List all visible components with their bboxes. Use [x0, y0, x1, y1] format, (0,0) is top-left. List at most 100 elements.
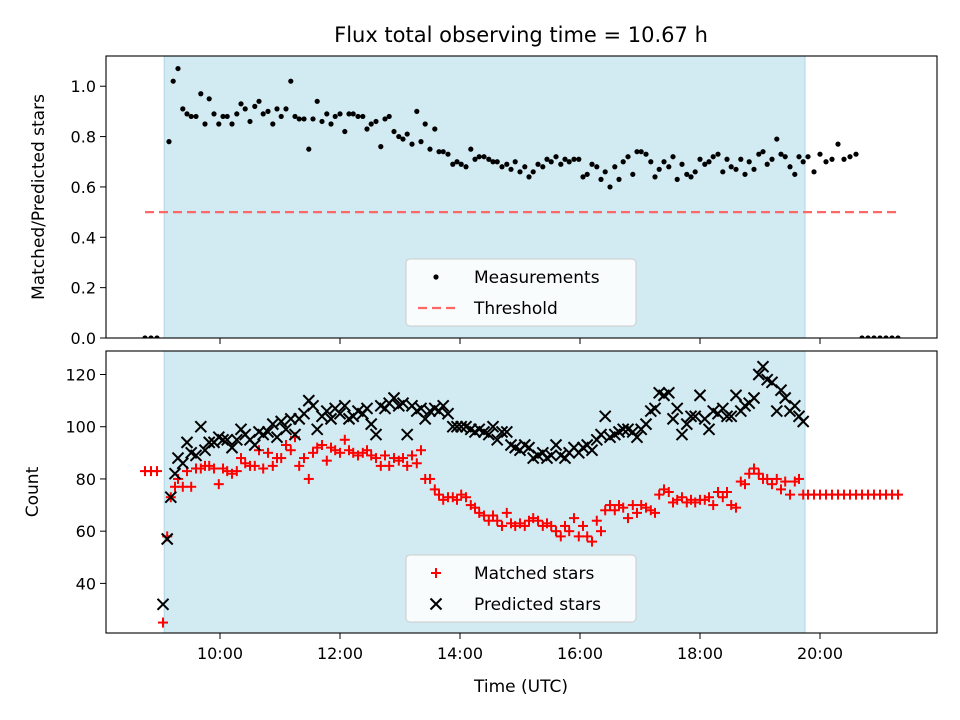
data-point — [796, 415, 810, 428]
data-point — [164, 491, 178, 504]
data-point — [749, 463, 759, 474]
data-point — [670, 402, 684, 415]
data-point — [202, 436, 216, 449]
data-point — [744, 468, 755, 479]
data-point — [591, 515, 602, 526]
legend-label: Threshold — [473, 299, 558, 319]
data-point — [380, 450, 390, 461]
data-point — [296, 116, 302, 122]
data-point — [829, 156, 835, 162]
ratio-panel: 0.0 0.2 0.4 0.6 0.8 1.0 Matched/Predicted star… — [29, 55, 938, 348]
data-point — [609, 505, 620, 516]
data-point — [436, 149, 442, 155]
x-tick-label: 18:00 — [677, 644, 723, 663]
data-point — [170, 78, 176, 84]
legend-box — [405, 258, 637, 327]
data-point — [663, 487, 674, 497]
data-point — [402, 460, 413, 471]
data-point — [482, 428, 496, 441]
data-point — [278, 113, 284, 120]
data-point — [266, 417, 280, 431]
data-point — [360, 113, 366, 120]
data-point — [679, 161, 685, 167]
data-point — [566, 159, 572, 165]
chart-title: Flux total observing time = 10.67 h — [334, 23, 708, 47]
data-point — [396, 397, 410, 410]
data-point — [770, 404, 784, 418]
count-panel: 40 60 80 100 120 10:00 12:00 14:00 16:00 18:00 20:… — [23, 350, 938, 663]
data-point — [416, 445, 426, 456]
data-point — [225, 441, 239, 454]
data-point — [450, 420, 464, 433]
data-point — [688, 174, 694, 180]
data-point — [288, 428, 302, 441]
y-tick-label: 0.6 — [71, 178, 96, 197]
data-point — [495, 425, 509, 439]
data-point — [871, 335, 877, 338]
data-point — [324, 111, 330, 117]
data-point — [895, 335, 901, 338]
data-point — [648, 402, 662, 415]
data-point — [598, 410, 612, 423]
data-point — [355, 113, 361, 120]
data-point — [639, 417, 653, 431]
data-point — [371, 453, 381, 464]
data-point — [600, 505, 611, 516]
data-point — [364, 126, 370, 132]
data-point — [630, 171, 636, 177]
data-point — [148, 335, 154, 338]
data-point — [650, 507, 660, 518]
data-point — [427, 146, 433, 152]
data-point — [616, 176, 622, 182]
data-point — [533, 515, 543, 526]
data-point — [180, 106, 186, 112]
data-point — [697, 156, 703, 162]
data-point — [544, 156, 550, 162]
data-point — [677, 492, 687, 503]
data-point — [746, 159, 752, 165]
data-point — [454, 420, 468, 433]
data-point — [391, 128, 397, 135]
data-point — [530, 169, 536, 175]
legend-label: Predicted stars — [474, 595, 601, 615]
data-point — [450, 161, 456, 167]
data-point — [486, 156, 492, 162]
plot-frame — [105, 55, 938, 339]
data-point — [276, 453, 287, 464]
data-point — [544, 449, 558, 462]
data-point — [308, 447, 318, 458]
x-tick-label: 20:00 — [797, 644, 843, 663]
y-tick-label: 120 — [65, 366, 96, 385]
data-point — [656, 166, 662, 172]
data-point — [407, 450, 417, 461]
data-point — [306, 399, 320, 413]
data-point — [767, 479, 777, 490]
data-point — [564, 526, 575, 537]
data-point — [578, 520, 588, 531]
data-point — [794, 473, 804, 484]
y-tick-label: 0.4 — [71, 228, 96, 247]
data-point — [562, 156, 568, 162]
data-point — [661, 159, 667, 165]
data-point — [333, 407, 347, 420]
data-point — [339, 434, 350, 445]
data-point — [154, 335, 160, 338]
y-tick-label: 0.2 — [71, 279, 96, 298]
data-point — [666, 412, 680, 426]
legend-box — [405, 554, 637, 623]
data-point — [889, 335, 895, 338]
series-matched-stars — [140, 432, 903, 628]
data-point — [267, 460, 278, 471]
data-point — [387, 391, 401, 405]
data-point — [508, 166, 514, 172]
data-point — [198, 91, 204, 97]
data-point — [684, 171, 690, 177]
series-predicted-stars — [156, 360, 810, 611]
data-point — [551, 526, 561, 537]
data-point — [445, 151, 451, 157]
data-point — [369, 428, 383, 441]
data-point — [175, 65, 181, 72]
data-point — [724, 156, 730, 162]
data-point — [332, 113, 338, 120]
